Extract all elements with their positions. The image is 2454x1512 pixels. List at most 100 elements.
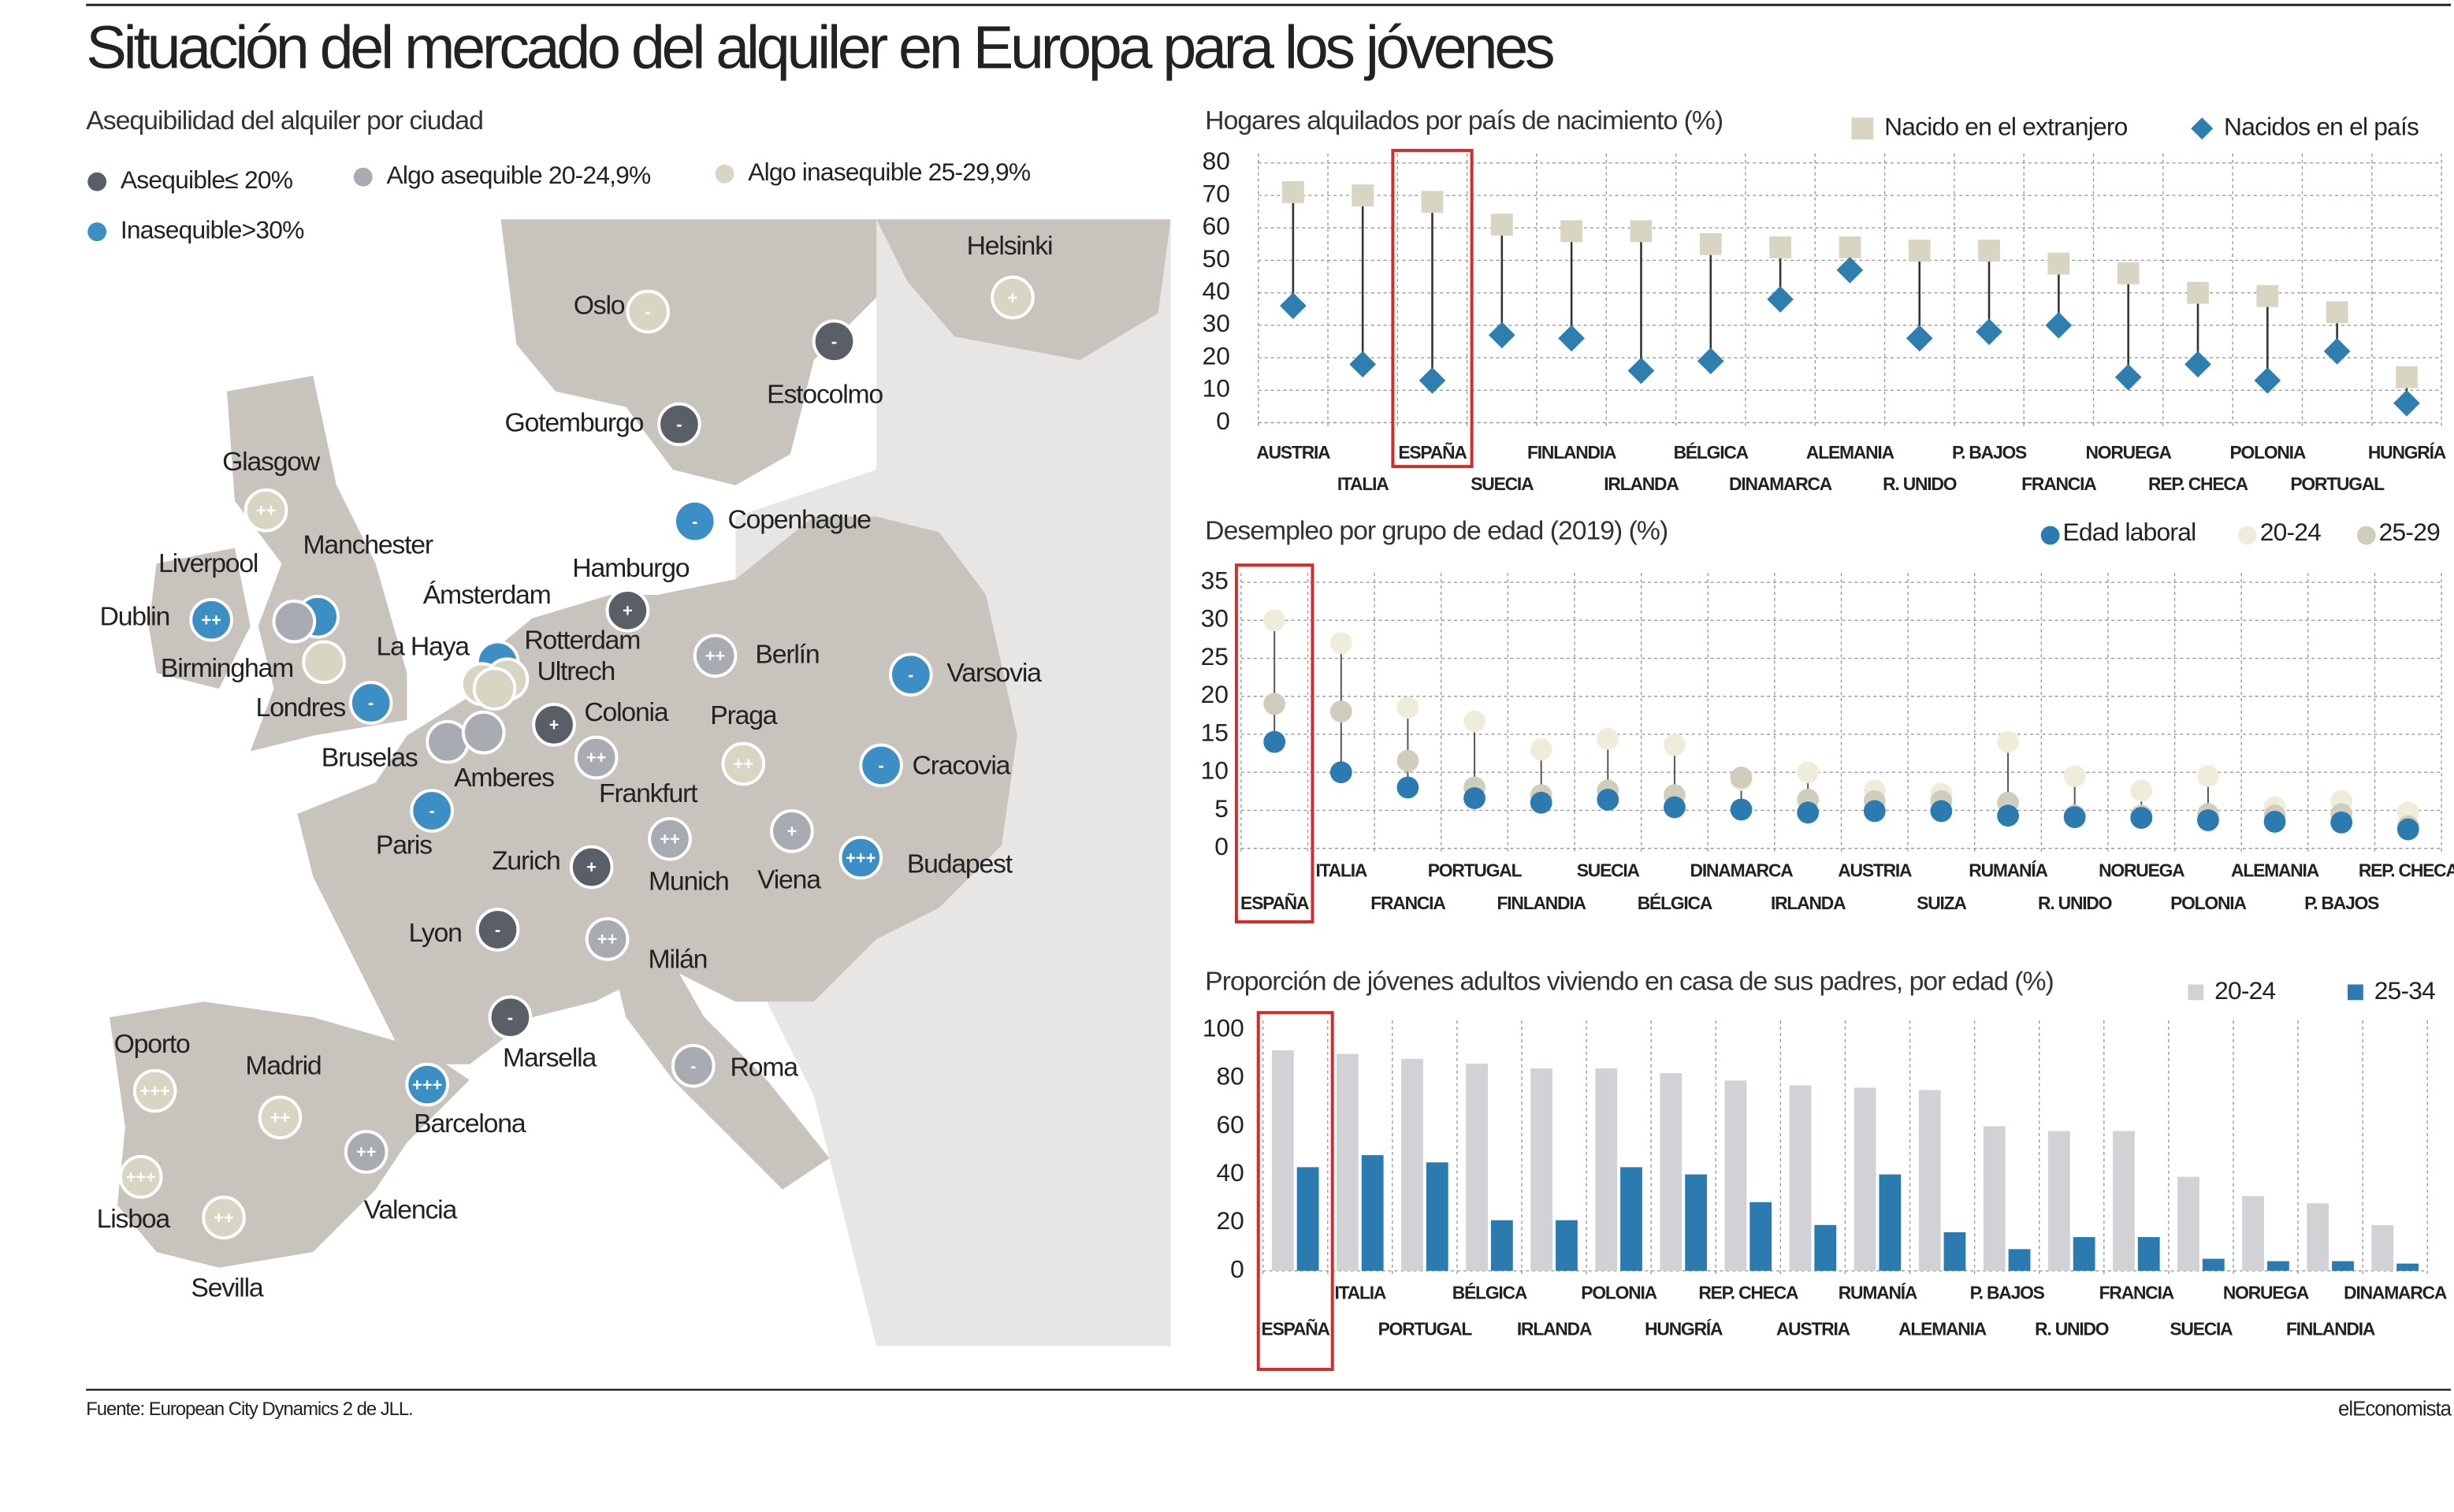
bar [2267,1261,2289,1271]
legend-label: Nacido en el extranjero [1884,113,2128,141]
point [1978,240,2000,262]
point [1329,700,1352,723]
x-tick-label: BÉLGICA [1452,1283,1527,1303]
point [2256,284,2279,307]
bar [1749,1202,1772,1271]
city-label: Gotemburgo [505,407,644,437]
bar [2177,1176,2199,1271]
land-italy [610,954,830,1190]
chart-title: Proporción de jóvenes adultos viviendo e… [1205,966,2054,996]
city-symbol: - [495,920,500,940]
chart: Desempleo por grupo de edad (2019) (%) 0 5… [1201,515,2454,923]
x-tick-label: POLONIA [2170,893,2246,913]
main-title: Situación del mercado del alquiler en Eu… [86,13,1553,81]
city-label: Praga [710,700,778,730]
x-tick-label: HUNGRÍA [2368,442,2446,463]
bar [2307,1203,2329,1271]
city-marker [272,599,317,644]
city-symbol: +++ [139,1081,169,1101]
bar [1401,1058,1423,1271]
point [1597,727,1619,750]
point [1263,730,1286,753]
chart: Proporción de jóvenes adultos viviendo e… [1203,966,2448,1371]
city-marker [132,1068,177,1113]
city-symbol: - [908,665,913,685]
x-tick-label: BÉLGICA [1638,893,1712,913]
city-symbol: ++ [256,500,277,520]
city-marker [889,652,933,697]
city-marker [671,1043,716,1088]
legend-swatch [2188,984,2204,1001]
city-marker [626,289,670,334]
bar [1854,1087,1876,1271]
point [1329,761,1352,784]
x-tick-label: SUIZA [1917,893,1966,913]
legend-swatch [2040,526,2060,545]
point [1730,798,1753,821]
point [1997,804,2019,827]
y-tick-label: 80 [1217,1062,1244,1090]
city-symbol: ++ [705,646,726,666]
x-tick-label: ITALIA [1315,860,1366,880]
city-marker [344,1130,389,1174]
legend-label: Algo asequible 20-24,9% [387,161,651,189]
city-label: Roma [731,1053,799,1083]
x-tick-label: PORTUGAL [1428,860,1523,880]
city-label: Cracovia [913,750,1011,780]
city-label: Budapest [907,849,1013,879]
x-tick-label: AUSTRIA [1776,1318,1850,1339]
bar [1426,1162,1448,1271]
x-tick-label: FINLANDIA [1497,893,1586,913]
city-marker [693,633,738,678]
city-symbol: ++ [214,1208,233,1228]
legend-label: Asequible≤ 20% [121,165,293,194]
y-tick-label: 30 [1203,309,1230,337]
city-symbol: - [508,1008,513,1027]
point [1697,347,1724,375]
city-label: Birmingham [161,653,293,683]
point [1769,236,1792,258]
x-tick-label: FINLANDIA [2286,1318,2375,1339]
bar [2332,1261,2354,1271]
highlight-box [1256,1011,1334,1371]
x-tick-label: P. BAJOS [1952,442,2027,463]
city-marker [302,640,346,685]
city-symbol: ++ [597,930,618,949]
point [1463,787,1485,809]
highlight-box [1391,148,1474,469]
point [2187,281,2209,304]
city-symbol: +++ [412,1075,442,1094]
x-tick-label: REP. CHECA [2148,474,2248,494]
x-tick-label: R. UNIDO [2035,1318,2109,1339]
point [2326,301,2348,324]
legend-dot [715,164,734,184]
point [1560,220,1583,243]
x-tick-label: HUNGRÍA [1645,1318,1723,1339]
x-tick-label: FINLANDIA [1527,442,1616,463]
city-label: Ultrech [537,656,615,686]
source: Fuente: European City Dynamics 2 de JLL. [86,1399,413,1420]
legend-swatch [1851,117,1874,140]
legend-label: Inasequible>30% [121,216,304,244]
y-tick-label: 0 [1216,407,1230,435]
legend-label: Nacidos en el país [2224,113,2419,141]
legend-dot [87,222,107,242]
y-tick-label: 0 [1230,1254,1244,1283]
x-tick-label: ALEMANIA [1806,442,1894,463]
city-symbol: ++ [270,1108,291,1127]
point [1797,801,1820,824]
city-symbol: ++ [660,830,680,849]
city-symbol: +++ [126,1167,156,1187]
map-title: Asequibilidad del alquiler por ciudad [86,106,483,136]
x-tick-label: SUECIA [1471,474,1534,494]
point [2130,807,2153,829]
city-marker [605,589,650,633]
city-symbol: ++ [586,748,607,767]
city-marker [770,809,814,853]
bar [1983,1126,2006,1271]
chart-title: Desempleo por grupo de edad (2019) (%) [1205,515,1668,545]
city-symbol: + [549,715,560,735]
x-tick-label: FRANCIA [2099,1283,2174,1303]
x-tick-label: DINAMARCA [1690,860,1794,880]
city-label: Varsovia [946,658,1042,688]
